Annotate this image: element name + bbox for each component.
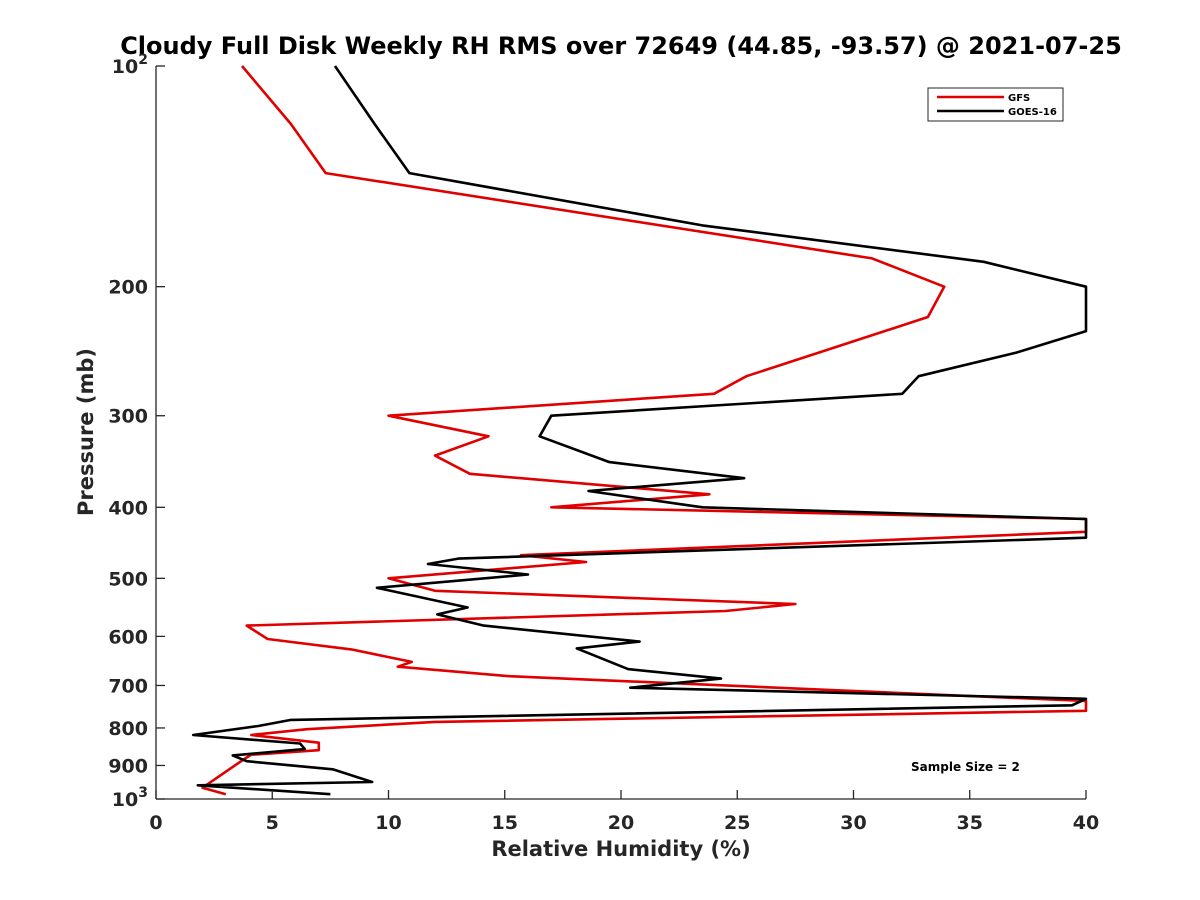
- x-tick-label-1: 5: [266, 812, 279, 834]
- y-tick-label-7: 800: [108, 718, 148, 740]
- x-ticks: 0 5 10 15 20 25 30 35 40: [149, 790, 1099, 834]
- y-ticks: 102 200 300 400 500 600 700 800 900 103: [108, 52, 165, 811]
- y-tick-label-6: 700: [108, 675, 148, 697]
- series-line-goes-16: [191, 65, 1088, 796]
- legend-label-goes16: GOES-16: [1008, 107, 1057, 118]
- y-tick-label-0: 102: [112, 52, 148, 78]
- chart-title: Cloudy Full Disk Weekly RH RMS over 7264…: [120, 32, 1122, 60]
- x-tick-label-0: 0: [149, 812, 162, 834]
- plot-area: [156, 66, 1086, 799]
- y-tick-label-2: 300: [108, 406, 148, 428]
- x-tick-label-3: 15: [492, 812, 518, 834]
- y-tick-label-5: 600: [108, 626, 148, 648]
- x-tick-label-4: 20: [608, 812, 634, 834]
- sample-size-annotation: Sample Size = 2: [911, 760, 1020, 774]
- series-layer: [191, 65, 1088, 796]
- series-line-gfs: [201, 65, 1088, 796]
- y-axis-label: Pressure (mb): [74, 348, 98, 516]
- legend: GFS GOES-16: [927, 87, 1064, 122]
- legend-label-gfs: GFS: [1008, 93, 1030, 104]
- x-axis-label: Relative Humidity (%): [491, 837, 750, 861]
- y-tick-label-8: 900: [108, 755, 148, 777]
- x-tick-label-6: 30: [840, 812, 866, 834]
- x-tick-label-5: 25: [724, 812, 750, 834]
- x-tick-label-7: 35: [957, 812, 983, 834]
- x-tick-label-2: 10: [375, 812, 401, 834]
- y-tick-label-4: 500: [108, 568, 148, 590]
- y-tick-label-9: 103: [112, 785, 148, 811]
- y-tick-label-3: 400: [108, 497, 148, 519]
- legend-box: [927, 87, 1064, 122]
- y-tick-label-1: 200: [108, 277, 148, 299]
- x-tick-label-8: 40: [1073, 812, 1099, 834]
